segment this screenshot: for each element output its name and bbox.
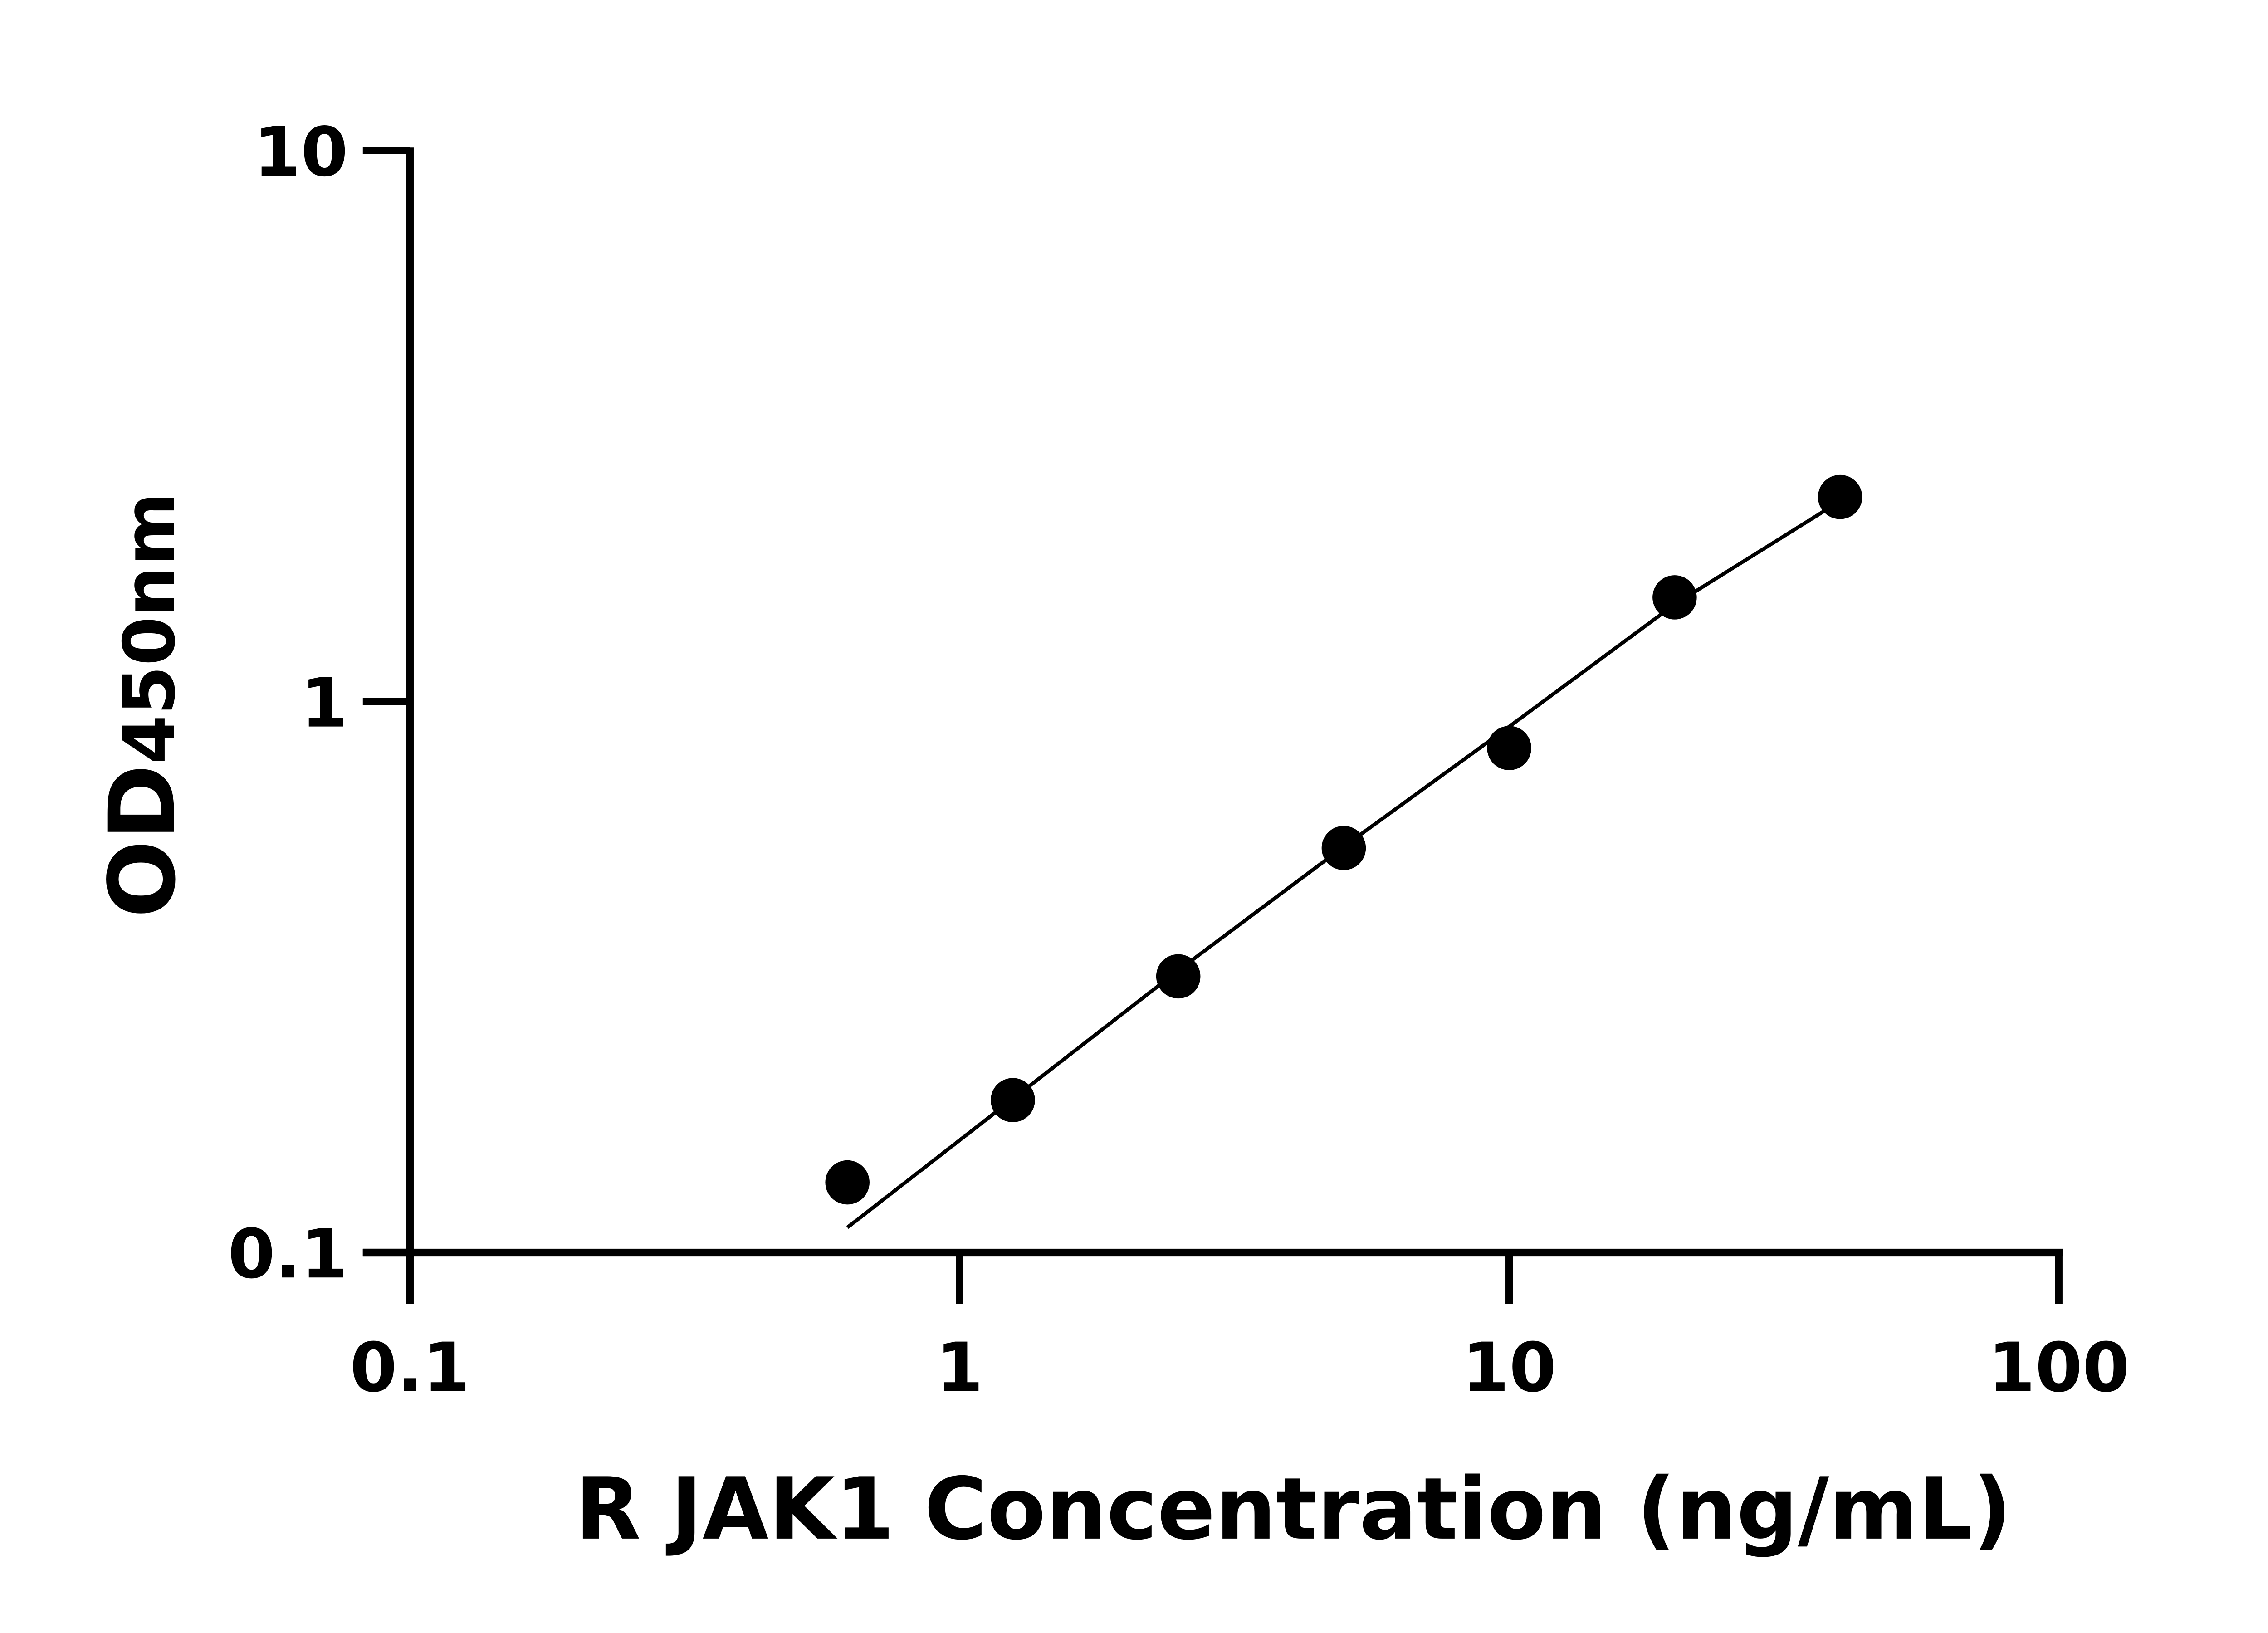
data-point <box>1818 474 1862 519</box>
x-tick-label: 1 <box>936 1329 983 1408</box>
y-axis-label-sub: 450nm <box>108 492 191 764</box>
data-point <box>1487 726 1531 770</box>
data-point <box>1652 575 1697 620</box>
data-point <box>1321 826 1366 870</box>
axes <box>362 147 2063 1257</box>
x-tick-label: 100 <box>1988 1329 2130 1408</box>
y-tick-label: 10 <box>254 113 348 192</box>
x-axis-label: R JAK1 Concentration (ng/mL) <box>575 1460 2012 1559</box>
data-point <box>1156 954 1201 999</box>
y-tick-label: 1 <box>301 664 348 743</box>
y-axis-label: OD450nm <box>89 492 196 918</box>
y-axis-label-main: OD <box>89 764 196 918</box>
x-tick-label: 10 <box>1462 1329 1556 1408</box>
x-tick-label: 0.1 <box>350 1329 470 1408</box>
y-tick-label: 0.1 <box>228 1215 348 1294</box>
data-point <box>825 1160 870 1205</box>
data-point <box>991 1078 1035 1122</box>
